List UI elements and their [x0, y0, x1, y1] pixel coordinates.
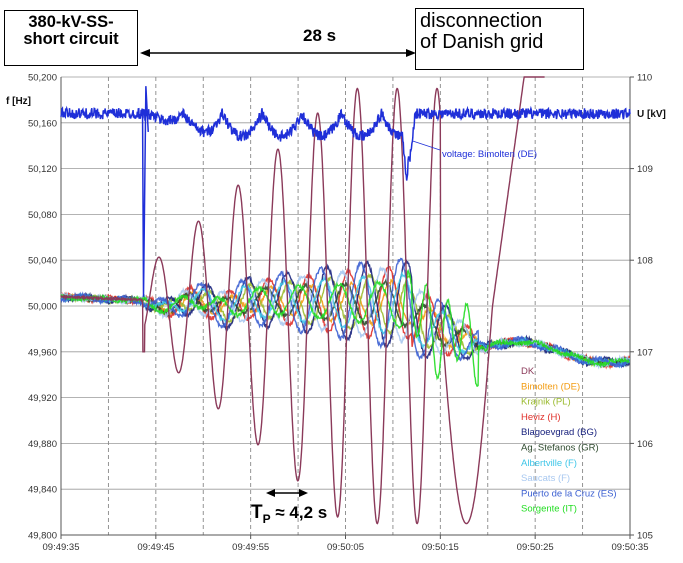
- y-tick-left: 49,840: [28, 485, 57, 496]
- y-label-right: U [kV]: [637, 109, 666, 120]
- series-line-sorgente: [60, 269, 630, 387]
- x-tick-label: 09:50:05: [327, 542, 364, 553]
- period-arrow-left: [266, 489, 275, 497]
- period-label-rest: ≈ 4,2 s: [270, 503, 328, 522]
- y-tick-left: 49,800: [28, 531, 57, 542]
- y-tick-right: 107: [637, 347, 653, 358]
- legend-entry: Ag. Stefanos (GR): [521, 443, 599, 454]
- voltage-dip: [141, 86, 149, 297]
- duration-arrow-left: [140, 49, 150, 57]
- y-tick-left: 50,160: [28, 118, 57, 129]
- y-tick-left: 50,120: [28, 164, 57, 175]
- disconnection-box: disconnection of Danish grid: [415, 8, 584, 70]
- y-tick-left: 50,200: [28, 73, 57, 84]
- short-circuit-box: 380-kV-SS- short circuit: [4, 10, 138, 66]
- duration-arrow-right: [406, 49, 416, 57]
- voltage-line: [60, 105, 631, 181]
- series-line-puerto: [60, 257, 631, 369]
- period-label: TP ≈ 4,2 s: [251, 502, 327, 526]
- legend-entry: Puerto de la Cruz (ES): [521, 488, 617, 499]
- y-tick-right: 105: [637, 531, 653, 542]
- y-tick-right: 108: [637, 256, 653, 267]
- duration-label: 28 s: [303, 26, 337, 45]
- x-tick-label: 09:49:55: [232, 542, 269, 553]
- series-line-dk: [60, 76, 545, 525]
- period-label-main: T: [251, 502, 263, 523]
- x-tick-label: 09:49:45: [137, 542, 174, 553]
- y-tick-right: 110: [637, 73, 652, 84]
- y-tick-left: 49,880: [28, 439, 57, 450]
- y-tick-left: 49,960: [28, 347, 57, 358]
- voltage-label: voltage: Bimolten (DE): [442, 149, 537, 160]
- legend-entry: Blagoevgrad (BG): [521, 427, 597, 438]
- x-tick-label: 09:50:25: [517, 542, 554, 553]
- y-tick-left: 50,040: [28, 256, 57, 267]
- y-tick-right: 109: [637, 164, 653, 175]
- y-tick-right: 106: [637, 439, 653, 450]
- legend-entry: Albertville (F): [521, 458, 577, 469]
- voltage-pointer: [412, 140, 441, 151]
- period-label-sub: P: [262, 511, 271, 526]
- legend-entry: Sorgente (IT): [521, 504, 577, 515]
- y-tick-left: 49,920: [28, 393, 57, 404]
- y-tick-left: 50,000: [28, 302, 57, 313]
- x-tick-label: 09:49:35: [43, 542, 80, 553]
- legend-entry: DK: [521, 366, 535, 377]
- x-tick-label: 09:50:35: [612, 542, 649, 553]
- y-tick-left: 50,080: [28, 210, 57, 221]
- period-arrow-right: [299, 489, 308, 497]
- x-tick-label: 09:50:15: [422, 542, 459, 553]
- y-label-left: f [Hz]: [6, 96, 31, 107]
- legend-entry: Krajnik (PL): [521, 397, 571, 408]
- legend-entry: Heviz (H): [521, 412, 561, 423]
- legend-entry: Saucats (F): [521, 473, 570, 484]
- legend-entry: Bimolten (DE): [521, 381, 580, 392]
